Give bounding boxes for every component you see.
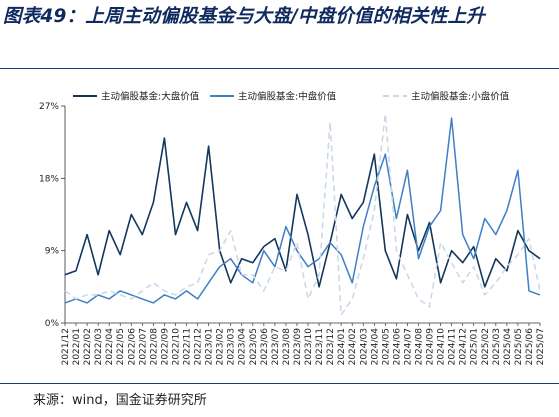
y-tick-label: 0%	[45, 319, 60, 329]
series-line-1	[64, 137, 541, 288]
x-tick-label: 2025/02	[481, 328, 491, 365]
legend-label-2: 主动偏股基金:中盘价值	[238, 91, 337, 103]
x-tick-label: 2025/06	[525, 328, 535, 366]
x-tick-label: 2024/08	[414, 328, 424, 366]
top-divider	[0, 68, 559, 69]
x-tick-label: 2023/03	[227, 328, 237, 365]
x-tick-label: 2022/05	[116, 328, 126, 365]
axes: 0%9%18%27%2021/12 2022/01 2022/02 2022/03 20…	[39, 102, 546, 365]
x-tick-label: 2022/12	[194, 328, 204, 365]
x-tick-label: 2023/07	[271, 328, 281, 365]
x-tick-label: 2023/08	[282, 328, 292, 366]
x-tick-label: 2025/04	[503, 328, 513, 366]
x-tick-label: 2023/05	[249, 328, 259, 365]
y-tick-label: 27%	[39, 102, 59, 112]
x-tick-label: 2025/01	[470, 328, 480, 365]
x-tick-label: 2024/01	[337, 328, 347, 365]
x-tick-label: 2023/06	[260, 328, 270, 366]
x-tick-label: 2023/01	[205, 328, 215, 365]
legend-label-1: 主动偏股基金:大盘价值	[101, 91, 200, 103]
plot-area	[64, 113, 541, 316]
x-tick-label: 2023/09	[293, 328, 303, 366]
x-tick-label: 2023/12	[326, 328, 336, 365]
source-note: 来源：wind，国金证券研究所	[33, 393, 207, 408]
x-tick-label: 2022/10	[171, 328, 181, 366]
bottom-divider	[0, 383, 559, 384]
x-tick-label: 2024/11	[448, 328, 458, 365]
x-tick-label: 2024/03	[359, 328, 369, 365]
x-tick-label: 2023/11	[315, 328, 325, 365]
series-line-2	[64, 117, 541, 304]
x-tick-label: 2021/12	[61, 328, 71, 365]
x-tick-label: 2024/10	[437, 328, 447, 366]
x-tick-label: 2025/03	[492, 328, 502, 365]
x-tick-label: 2024/06	[392, 328, 402, 366]
x-tick-label: 2023/04	[238, 328, 248, 366]
x-tick-label: 2022/01	[72, 328, 82, 365]
y-tick-label: 9%	[45, 247, 60, 257]
x-tick-label: 2022/08	[149, 328, 159, 366]
x-tick-label: 2022/03	[94, 328, 104, 365]
x-tick-label: 2024/05	[381, 328, 391, 365]
x-tick-label: 2022/06	[127, 328, 137, 366]
x-tick-label: 2022/04	[105, 328, 115, 366]
y-tick-label: 18%	[39, 174, 59, 184]
x-tick-label: 2023/02	[216, 328, 226, 365]
legend-label-3: 主动偏股基金:小盘价值	[411, 91, 510, 103]
x-tick-label: 2024/12	[459, 328, 469, 365]
x-tick-label: 2025/05	[514, 328, 524, 365]
x-tick-label: 2022/02	[83, 328, 93, 365]
legend: 主动偏股基金:大盘价值 主动偏股基金:中盘价值 主动偏股基金:小盘价值	[73, 91, 510, 103]
x-tick-label: 2022/09	[160, 328, 170, 366]
x-tick-label: 2022/07	[138, 328, 148, 365]
x-tick-label: 2024/07	[403, 328, 413, 365]
chart-title: 图表49：上周主动偏股基金与大盘/中盘价值的相关性上升	[3, 6, 485, 27]
x-tick-label: 2025/07	[536, 328, 546, 365]
x-tick-label: 2024/04	[370, 328, 380, 366]
x-tick-label: 2023/10	[304, 328, 314, 366]
x-tick-label: 2024/09	[426, 328, 436, 366]
x-tick-label: 2024/02	[348, 328, 358, 365]
x-tick-label: 2022/11	[183, 328, 193, 365]
